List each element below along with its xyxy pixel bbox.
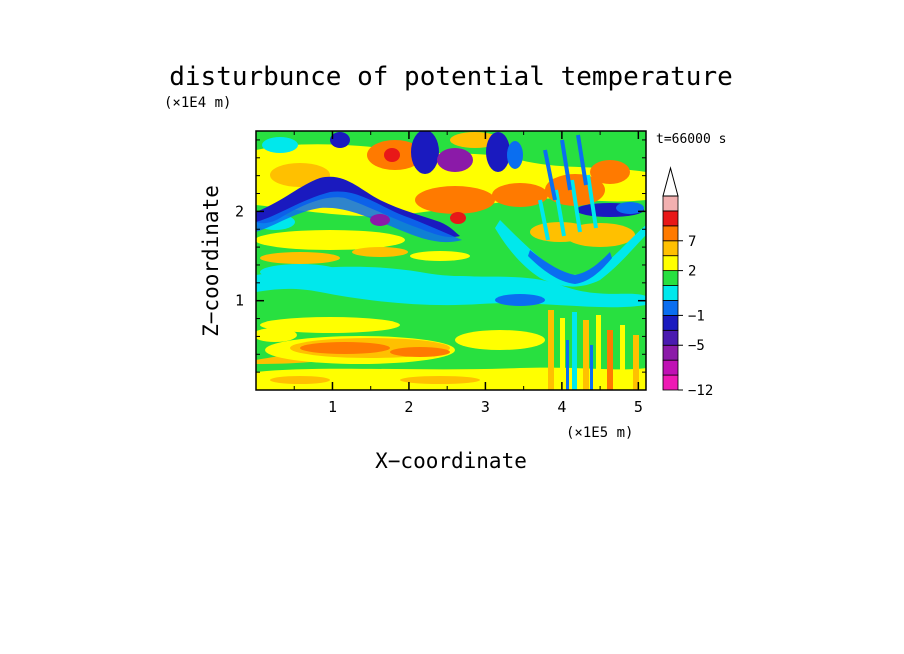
contour-region [590, 345, 593, 390]
colorbar-extend-arrow [662, 166, 679, 197]
colorbar-tick-label: 7 [688, 234, 696, 250]
contour-region [486, 132, 510, 172]
y-axis-label: Z−coordinate [199, 185, 223, 337]
contour-region [410, 276, 510, 300]
colorbar-segment [662, 359, 679, 376]
contour-region [528, 250, 612, 284]
contour-region [411, 131, 439, 174]
colorbar-segment [662, 344, 679, 361]
axis-ticks: 1 2 3 4 5 1 2 [235, 131, 646, 416]
colorbar-tick-label: −5 [688, 338, 705, 354]
colorbar-segment [662, 225, 679, 242]
colorbar-segment [662, 374, 679, 391]
contour-region [572, 312, 577, 390]
contour-region [260, 252, 340, 264]
contour-region [495, 220, 646, 287]
contour-region [390, 347, 450, 357]
contour-region [590, 160, 630, 184]
contour-region [330, 132, 350, 148]
contour-region [300, 342, 390, 354]
contour-region [530, 222, 590, 242]
x-tick-label: 5 [634, 398, 643, 416]
contour-region [370, 214, 390, 226]
contour-region [437, 148, 473, 172]
contour-region [548, 310, 554, 390]
colorbar-segment [662, 240, 679, 257]
x-tick-label: 4 [557, 398, 566, 416]
plot-frame [255, 130, 647, 391]
colorbar-tick-label: 2 [688, 264, 696, 280]
contour-region [633, 335, 639, 390]
contour-region [400, 376, 480, 384]
colorbar-tick-label: −1 [688, 308, 705, 324]
colorbar-segment [662, 329, 679, 346]
contour-region [596, 315, 601, 390]
colorbar-segment [662, 210, 679, 227]
colorbar-segment [662, 314, 679, 331]
y-tick-label: 2 [235, 202, 244, 220]
contour-region [270, 376, 330, 384]
y-unit-label: (×1E4 m) [164, 95, 231, 111]
contour-region [262, 137, 298, 153]
contour-region [260, 264, 340, 280]
colorbar-segment [662, 255, 679, 272]
contour-region [455, 330, 545, 350]
contour-region [384, 148, 400, 162]
colorbar-segment [662, 270, 679, 286]
contour-region [620, 325, 625, 390]
contour-region [560, 318, 565, 390]
contour-region [538, 174, 598, 241]
y-tick-label: 1 [235, 292, 244, 310]
x-unit-label: (×1E5 m) [566, 425, 633, 441]
x-tick-label: 3 [481, 398, 490, 416]
contour-region [566, 340, 569, 390]
colorbar-segment [662, 300, 679, 316]
contour-field [256, 131, 646, 390]
colorbar-segment [662, 195, 679, 212]
contour-region [352, 247, 408, 257]
contour-region [616, 202, 644, 214]
colorbar: −12−5−127 [662, 166, 713, 399]
colorbar-segment [662, 285, 679, 301]
x-axis-label: X−coordinate [375, 449, 527, 473]
contour-region [450, 212, 466, 224]
plot-area [255, 130, 647, 391]
time-label: t=66000 s [656, 132, 726, 147]
contour-region [607, 330, 613, 390]
contour-region [507, 141, 523, 169]
x-tick-label: 2 [404, 398, 413, 416]
contour-region [415, 186, 495, 214]
chart-title: disturbunce of potential temperature [169, 62, 733, 92]
contour-region [256, 230, 405, 250]
colorbar-tick-label: −12 [688, 383, 713, 399]
contour-region [492, 183, 548, 207]
x-tick-label: 1 [328, 398, 337, 416]
contour-region [410, 251, 470, 261]
contour-region [256, 191, 462, 243]
contour-region [543, 134, 588, 201]
contour-region [583, 320, 589, 390]
contour-region [495, 294, 545, 306]
contour-region [256, 328, 297, 342]
contour-region [260, 317, 400, 333]
